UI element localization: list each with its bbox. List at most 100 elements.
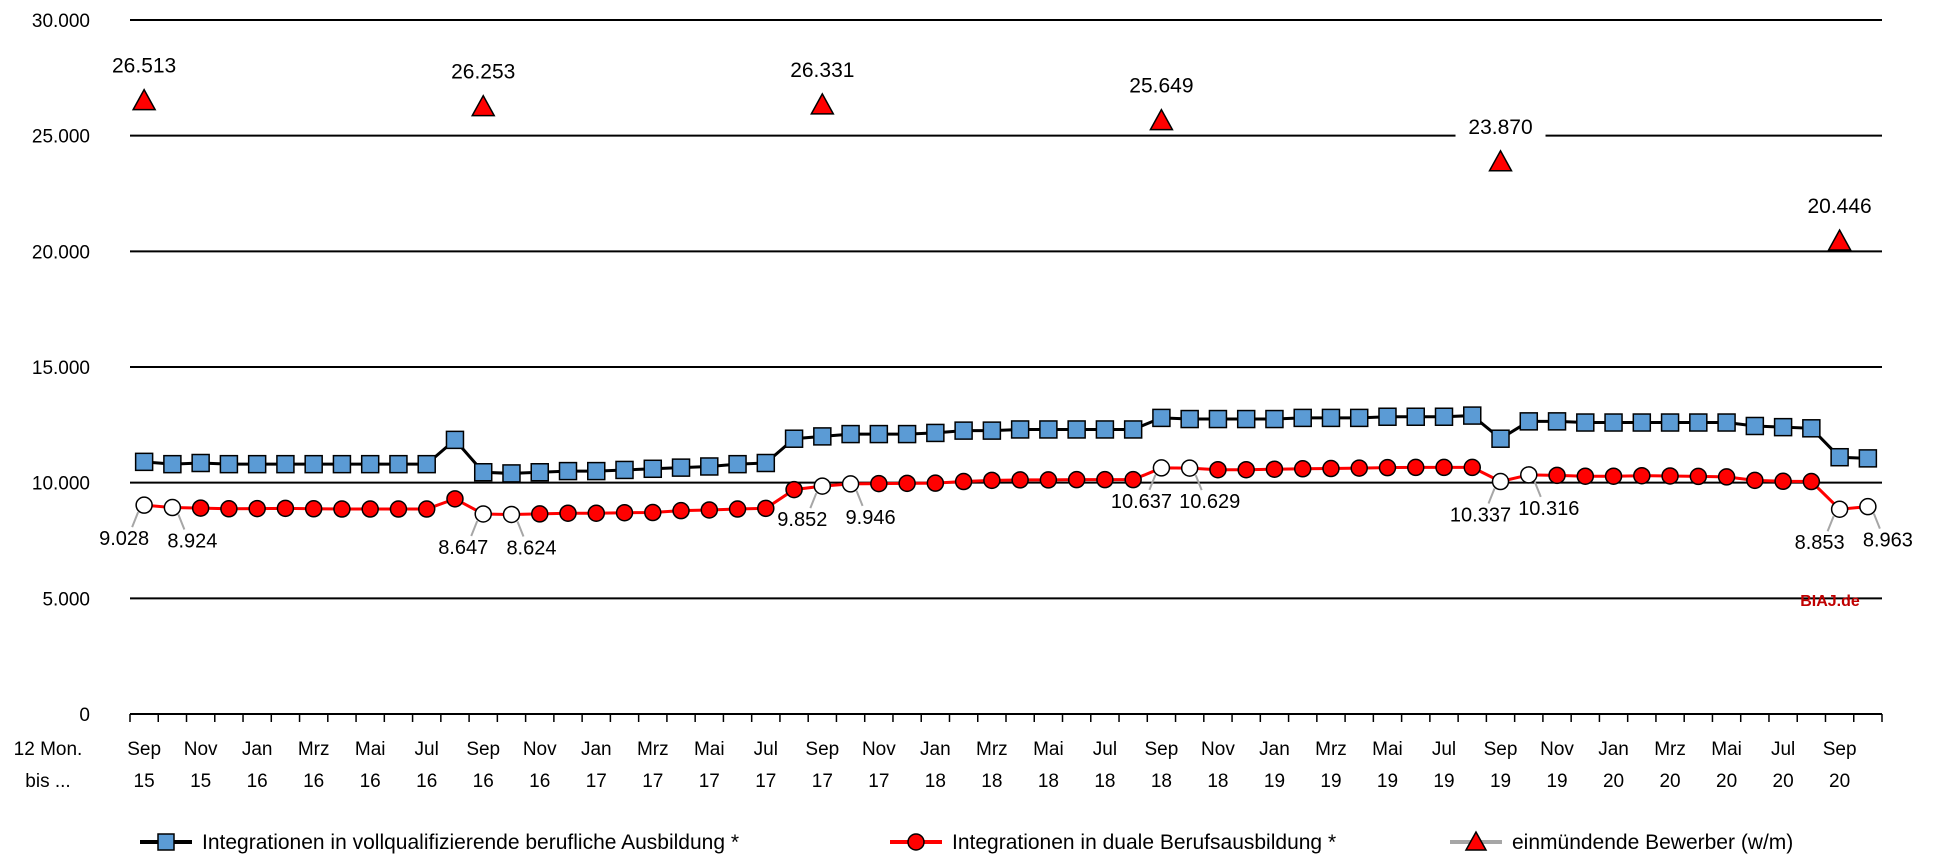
square-point[interactable] [445,430,465,450]
square-point[interactable] [360,454,380,474]
legend-item-duale[interactable]: Integrationen in duale Berufsausbildung … [890,831,1336,854]
square-point[interactable] [134,452,154,472]
circle-point[interactable] [276,499,295,518]
circle-point[interactable] [841,475,860,493]
square-point[interactable] [756,453,776,473]
square-point[interactable] [671,458,691,477]
circle-point[interactable] [220,500,238,518]
circle-point[interactable] [1237,460,1255,479]
square-point[interactable] [332,454,352,474]
square-point[interactable] [1519,412,1539,431]
square-point[interactable] [1039,420,1058,439]
circle-point[interactable] [1180,459,1199,477]
legend-item-vollqualifizierend[interactable]: Integrationen in vollqualifizierende ber… [140,831,739,854]
circle-point[interactable] [1830,500,1849,518]
square-point[interactable] [1802,419,1821,438]
circle-point[interactable] [1576,467,1595,485]
circle-point[interactable] [1661,467,1679,485]
square-point[interactable] [1632,413,1652,432]
circle-point[interactable] [191,499,210,517]
circle-point[interactable] [1152,459,1171,477]
circle-point[interactable] [304,500,323,518]
circle-point[interactable] [1633,466,1651,485]
circle-point[interactable] [1746,471,1764,490]
circle-point[interactable] [1124,470,1142,489]
circle-point[interactable] [1378,458,1397,477]
square-point[interactable] [1576,413,1595,432]
circle-point[interactable] [983,471,1001,490]
circle-point[interactable] [1011,471,1029,489]
square-point[interactable] [389,454,408,474]
circle-point[interactable] [474,505,492,523]
legend[interactable]: Integrationen in vollqualifizierende ber… [140,830,1793,854]
square-point[interactable] [1830,447,1849,467]
square-point[interactable] [276,454,295,474]
circle-point[interactable] [361,500,379,518]
triangle-point[interactable] [131,88,157,111]
square-point[interactable] [219,454,239,474]
square-point[interactable] [587,461,606,481]
square-point[interactable] [784,429,804,448]
circle-point[interactable] [1039,471,1058,489]
square-point[interactable] [191,453,210,473]
square-point[interactable] [1773,417,1793,437]
square-point[interactable] [643,459,663,479]
square-point[interactable] [558,461,578,481]
circle-point[interactable] [1689,467,1708,486]
circle-point[interactable] [1322,459,1340,478]
square-point[interactable] [1180,409,1199,429]
circle-point[interactable] [1859,497,1877,516]
square-point[interactable] [1321,408,1341,428]
triangle-point[interactable] [1827,228,1852,251]
square-point[interactable] [247,454,267,474]
circle-point[interactable] [333,500,351,518]
circle-point[interactable] [389,500,408,518]
circle-point[interactable] [248,499,266,518]
square-point[interactable] [813,427,832,446]
square-point[interactable] [1604,413,1623,432]
circle-point[interactable] [1265,460,1284,478]
circle-point[interactable] [700,501,719,519]
circle-point[interactable] [502,505,521,524]
square-point[interactable] [1095,420,1115,439]
circle-point[interactable] [417,500,436,518]
square-point[interactable] [869,424,889,444]
triangle-point[interactable] [1149,108,1174,131]
square-point[interactable] [897,424,917,444]
square-point[interactable] [1152,408,1171,428]
circle-point[interactable] [163,498,182,517]
circle-point[interactable] [1717,468,1736,486]
circle-point[interactable] [785,480,803,499]
square-point[interactable] [1236,409,1256,429]
circle-point[interactable] [559,504,577,522]
circle-point[interactable] [615,503,634,522]
circle-point[interactable] [898,474,916,493]
circle-point[interactable] [446,490,464,508]
circle-point[interactable] [1406,458,1425,477]
circle-point[interactable] [135,496,153,514]
square-point[interactable] [700,457,719,476]
circle-point[interactable] [1802,472,1821,491]
square-point[interactable] [1349,408,1369,428]
circle-point[interactable] [954,472,973,491]
square-point[interactable] [615,460,634,480]
circle-point[interactable] [813,477,832,495]
circle-point[interactable] [1463,458,1482,477]
square-point[interactable] [1406,407,1425,426]
square-point[interactable] [1491,429,1510,448]
circle-point[interactable] [1350,459,1368,477]
square-point[interactable] [530,463,549,482]
square-point[interactable] [473,463,493,482]
circle-point[interactable] [1096,470,1114,489]
circle-point[interactable] [1604,467,1623,485]
square-point[interactable] [1717,413,1736,432]
circle-point[interactable] [587,504,606,522]
square-point[interactable] [1547,412,1567,431]
triangle-point[interactable] [1488,149,1513,172]
circle-point[interactable] [1520,466,1538,484]
square-point[interactable] [1123,420,1143,439]
circle-point[interactable] [1491,472,1510,491]
circle-point[interactable] [1293,460,1312,478]
square-point[interactable] [1293,408,1312,428]
square-point[interactable] [1689,413,1708,432]
